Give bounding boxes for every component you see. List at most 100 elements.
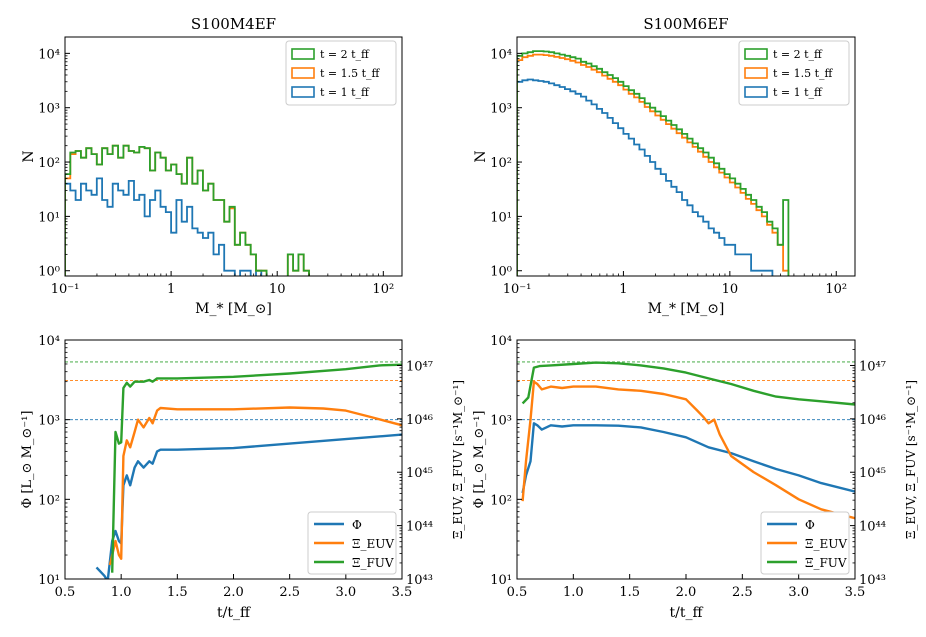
x-tick-label: 1.5 [167,585,188,600]
legend-label: Ξ_FUV [805,556,847,570]
y-right-tick-label: 10⁴⁵ [406,466,433,481]
legend-label: Φ [352,518,362,532]
x-tick-label: 2.0 [676,585,697,600]
legend-label: t = 1.5 t_ff [773,67,834,80]
y-tick-label: 10⁴ [490,334,512,349]
series-Φ [521,422,855,494]
legend-swatch [291,48,315,60]
legend-label: t = 1 t_ff [320,86,370,99]
y-tick-label: 10¹ [38,210,60,225]
y-axis-label: N [473,150,489,162]
line-panel-1: 0.5 1.0 1.5 2.0 2.5 3.0 3.5 10¹ 10² 10³ 10⁴ 10⁴³ 10⁴… [20,334,465,621]
x-tick-label: 3.0 [788,585,809,600]
y-right-tick-label: 10⁴³ [406,573,433,588]
series-Ξ_EUV [521,380,855,520]
legend-label: Φ [805,518,815,532]
series-t-=-1-t_ff [517,78,774,276]
x-tick-label: 1.0 [563,585,584,600]
y-right-tick-label: 10⁴⁶ [406,413,433,428]
x-tick-label: 10 [722,282,739,297]
y-tick-label: 10² [490,493,512,508]
x-tick-label: 2.0 [223,585,244,600]
legend-box [760,511,850,575]
legend-swatch [744,67,768,79]
y-right-axis-label: Ξ_EUV, Ξ_FUV [s⁻¹M_⊙⁻¹] [904,380,918,539]
series-Ξ_FUV [111,363,402,573]
x-tick-label: 10² [372,282,394,297]
y-right-tick-label: 10⁴⁴ [859,520,886,535]
y-tick-label: 10² [490,156,512,171]
y-right-tick-label: 10⁴⁷ [859,359,886,374]
y-tick-label: 10² [38,493,60,508]
x-tick-label: 2.5 [732,585,753,600]
y-tick-label: 10³ [490,102,512,117]
y-axis-label: Φ [L_⊙ M_⊙⁻¹] [472,411,487,509]
legend-swatch [291,86,315,98]
plot-frame [516,339,856,580]
x-axis-label: M_* [M_⊙] [648,301,725,317]
x-axis-label: t/t_ff [217,605,251,621]
x-tick-label: 1.0 [111,585,132,600]
x-tick-label: 3.5 [392,585,413,600]
histogram-panel-1: S100M4EF 10⁻¹ 1 10 10² 10⁰ 10¹ 10² 10³ 10⁴ M_* [M_… [21,15,397,317]
series-t-=-2-t_ff [517,50,790,276]
series-Ξ_EUV [108,406,402,566]
y-tick-label: 10² [38,156,60,171]
legend: t = 2 t_fft = 1.5 t_fft = 1 t_ff [285,40,397,106]
x-tick-label: 10² [825,282,847,297]
legend: t = 2 t_fft = 1.5 t_fft = 1 t_ff [738,40,850,106]
x-tick-label: 10⁻¹ [503,282,532,297]
legend-label: t = 1 t_ff [773,86,823,99]
series-Ξ_FUV [521,361,855,406]
histogram-panel-2: S100M6EF 10⁻¹ 1 10 10² 10⁰ 10¹ 10² 10³ 10⁴ M_* [M_… [473,15,850,317]
chart-title: S100M6EF [643,15,728,33]
chart-title: S100M4EF [191,15,276,33]
legend-swatch [744,48,768,60]
line-panel-2: 0.5 1.0 1.5 2.0 2.5 3.0 3.5 10¹ 10² 10³ 10⁴ 10⁴³ 10⁴… [472,334,918,621]
x-tick-label: 3.5 [845,585,866,600]
plot-frame [64,339,403,580]
legend: Φ Ξ_EUV Ξ_FUV [307,511,397,575]
y-right-tick-label: 10⁴⁵ [859,466,886,481]
y-tick-label: 10¹ [490,573,512,588]
y-right-tick-label: 10⁴³ [859,573,886,588]
x-tick-label: 10 [269,282,286,297]
x-tick-label: 1 [167,282,175,297]
x-tick-label: 2.5 [279,585,300,600]
plot-frame [516,36,856,277]
y-tick-label: 10³ [38,102,60,117]
y-tick-label: 10³ [490,414,512,429]
y-tick-label: 10⁰ [490,265,512,280]
y-tick-label: 10⁴ [38,334,60,349]
legend-label: Ξ_EUV [352,537,394,551]
y-right-tick-label: 10⁴⁷ [406,359,433,374]
x-tick-label: 1 [619,282,627,297]
y-right-axis-label: Ξ_EUV, Ξ_FUV [s⁻¹M_⊙⁻¹] [451,380,465,539]
legend-box [307,511,397,575]
x-tick-label: 0.5 [55,585,76,600]
legend-swatch [291,67,315,79]
series-t-=-2-t_ff [65,144,310,276]
y-axis-label: N [21,150,37,162]
y-tick-label: 10⁴ [38,47,60,62]
x-tick-label: 3.0 [335,585,356,600]
legend-swatch [744,86,768,98]
x-tick-label: 1.5 [619,585,640,600]
x-tick-label: 10⁻¹ [51,282,80,297]
legend-label: t = 2 t_ff [320,48,370,61]
x-tick-label: 0.5 [507,585,528,600]
legend-label: t = 2 t_ff [773,48,823,61]
legend-label: t = 1.5 t_ff [320,67,381,80]
y-right-tick-label: 10⁴⁶ [859,413,886,428]
legend-label: Ξ_FUV [352,556,394,570]
y-tick-label: 10⁰ [38,265,60,280]
legend-label: Ξ_EUV [805,537,847,551]
x-axis-label: M_* [M_⊙] [195,301,272,317]
series-t-=-1-t_ff [65,177,263,276]
plot-frame [64,36,403,277]
y-tick-label: 10¹ [490,210,512,225]
legend: Φ Ξ_EUV Ξ_FUV [760,511,850,575]
y-tick-label: 10¹ [38,573,60,588]
y-tick-label: 10³ [38,414,60,429]
